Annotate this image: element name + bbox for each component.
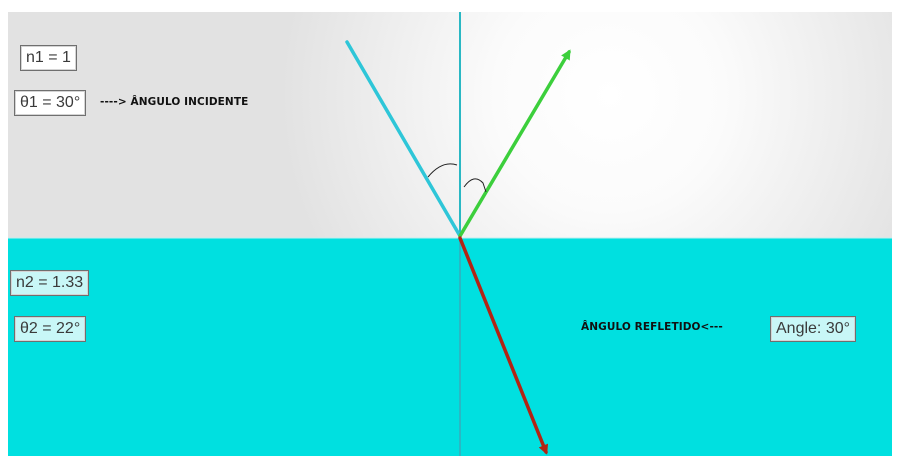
- incident-ray: [345, 40, 462, 238]
- reflected-ray: [458, 49, 571, 238]
- n1-label: n1 = 1: [20, 45, 77, 71]
- n2-label: n2 = 1.33: [10, 270, 90, 296]
- refracted-ray: [458, 236, 549, 455]
- theta1-label: θ1 = 30°: [14, 90, 87, 116]
- air-medium: [8, 12, 892, 238]
- incident-angle-arc: [427, 163, 458, 178]
- water-medium: [8, 238, 892, 456]
- reflection-angle-readout: Angle: 30°: [770, 316, 857, 342]
- theta2-label: θ2 = 22°: [14, 316, 87, 342]
- incident-angle-caption: ----> ÂNGULO INCIDENTE: [100, 96, 249, 108]
- reflected-angle-caption: ÂNGULO REFLETIDO<---: [581, 321, 723, 333]
- reflected-angle-arc: [463, 178, 487, 193]
